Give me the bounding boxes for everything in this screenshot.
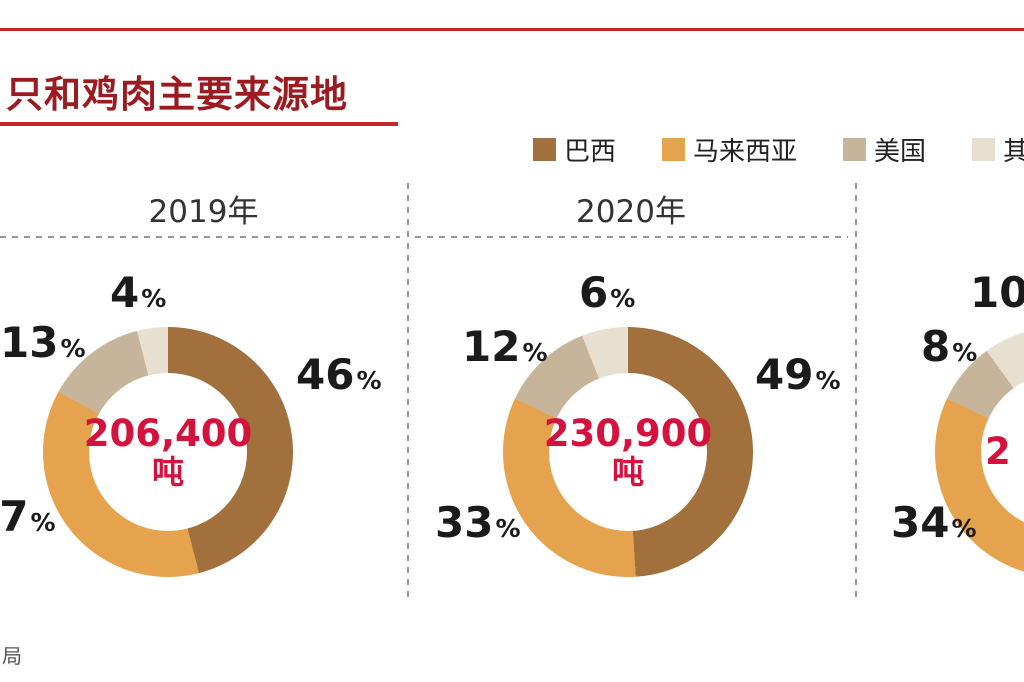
title-underline bbox=[0, 122, 398, 126]
slice-label-usa-2019: 13% bbox=[0, 318, 86, 367]
header-divider bbox=[415, 236, 848, 238]
tonnage-unit: 吨 bbox=[151, 452, 184, 491]
donut-hole: 2 bbox=[981, 373, 1024, 531]
chart-2020: 2020年 230,900 吨 49% 33% 12% 6% bbox=[407, 180, 855, 620]
legend-item-others: 其 bbox=[972, 131, 1024, 168]
donut-hole: 206,400 吨 bbox=[84, 373, 252, 531]
slice-label-malaysia-2020: 33% bbox=[435, 498, 521, 547]
donut-2020: 230,900 吨 bbox=[503, 327, 753, 577]
year-header-2019: 2019年 bbox=[148, 194, 259, 230]
slice-label-others-third: 10% bbox=[970, 268, 1024, 317]
legend-swatch-usa bbox=[843, 138, 867, 161]
slice-label-usa-2020: 12% bbox=[462, 322, 548, 371]
slice-label-usa-third: 8% bbox=[921, 322, 978, 371]
top-red-rule bbox=[0, 28, 1024, 31]
column-divider-1 bbox=[407, 183, 409, 598]
donut-center-label: 230,900 吨 bbox=[544, 413, 713, 490]
legend-label-brazil: 巴西 bbox=[564, 137, 617, 167]
chart-2019: 2019年 206,400 吨 46% 37% 13% 4% bbox=[0, 180, 407, 620]
total-tonnage-2019: 206,400 bbox=[83, 412, 253, 456]
donut-hole: 230,900 吨 bbox=[544, 373, 712, 531]
total-tonnage-2020: 230,900 bbox=[543, 412, 713, 456]
page-title: 只和鸡肉主要来源地 bbox=[6, 73, 348, 116]
slice-label-malaysia-third: 34% bbox=[891, 498, 977, 547]
legend-swatch-brazil bbox=[533, 138, 556, 161]
legend-swatch-malaysia bbox=[662, 138, 686, 161]
slice-label-brazil-2020: 49% bbox=[755, 350, 841, 399]
legend-item-brazil: 巴西 bbox=[533, 131, 616, 168]
column-divider-2 bbox=[855, 183, 857, 598]
slice-label-others-2020: 6% bbox=[579, 268, 636, 317]
chart-third-clipped: 2 34% 8% 10% bbox=[855, 180, 1024, 620]
source-note-fragment: 局 bbox=[2, 644, 22, 668]
slice-label-others-2019: 4% bbox=[110, 268, 167, 317]
donut-center-label: 206,400 吨 bbox=[84, 413, 253, 490]
legend-label-usa: 美国 bbox=[874, 137, 927, 167]
donut-2019: 206,400 吨 bbox=[43, 327, 293, 577]
legend-swatch-others bbox=[972, 138, 996, 161]
donut-center-label: 2 bbox=[981, 430, 1011, 474]
chart-legend: 巴西 马来西亚 美国 其 bbox=[533, 131, 1024, 168]
tonnage-unit: 吨 bbox=[611, 452, 644, 491]
slice-label-brazil-2019: 46% bbox=[296, 350, 382, 399]
legend-label-malaysia: 马来西亚 bbox=[693, 137, 798, 167]
slice-label-malaysia-2019: 37% bbox=[0, 492, 56, 541]
year-header-2020: 2020年 bbox=[576, 194, 686, 230]
legend-label-others: 其 bbox=[1003, 137, 1024, 167]
total-tonnage-third: 2 bbox=[985, 430, 1011, 474]
header-divider bbox=[0, 236, 400, 238]
legend-item-malaysia: 马来西亚 bbox=[662, 131, 797, 168]
legend-item-usa: 美国 bbox=[843, 131, 926, 168]
